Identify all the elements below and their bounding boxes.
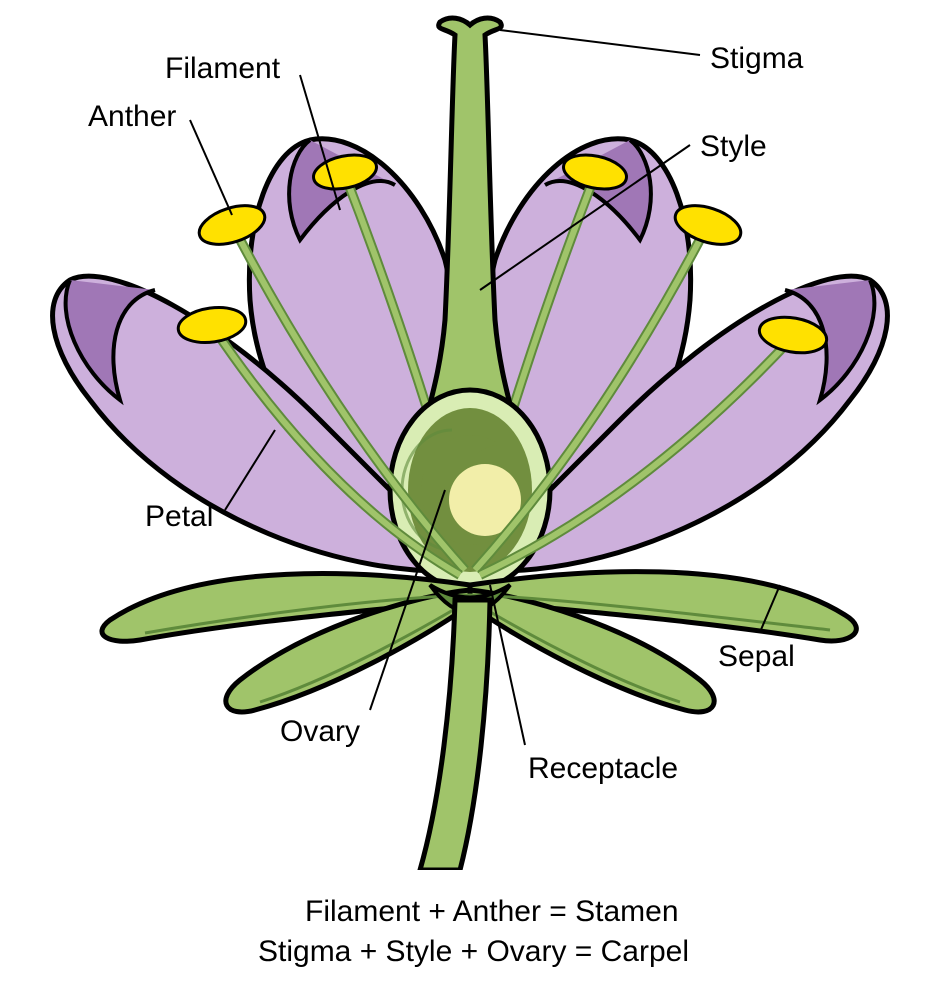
label-stigma: Stigma [710, 42, 803, 76]
equation-stamen: Filament + Anther = Stamen [305, 895, 679, 929]
label-filament: Filament [165, 52, 280, 86]
ovary-group [390, 390, 550, 590]
leader-stigma [500, 30, 700, 55]
label-ovary: Ovary [280, 715, 360, 749]
leader-anther [190, 120, 232, 215]
label-anther: Anther [88, 100, 176, 134]
label-sepal: Sepal [718, 640, 795, 674]
diagram-stage: Filament Anther Stigma Style Petal Ovary… [0, 0, 940, 991]
anther [176, 303, 248, 346]
label-style: Style [700, 130, 767, 164]
label-receptacle: Receptacle [528, 752, 678, 786]
label-petal: Petal [145, 500, 213, 534]
sepals-group [102, 572, 856, 870]
equation-carpel: Stigma + Style + Ovary = Carpel [258, 935, 689, 969]
stem [420, 600, 490, 870]
